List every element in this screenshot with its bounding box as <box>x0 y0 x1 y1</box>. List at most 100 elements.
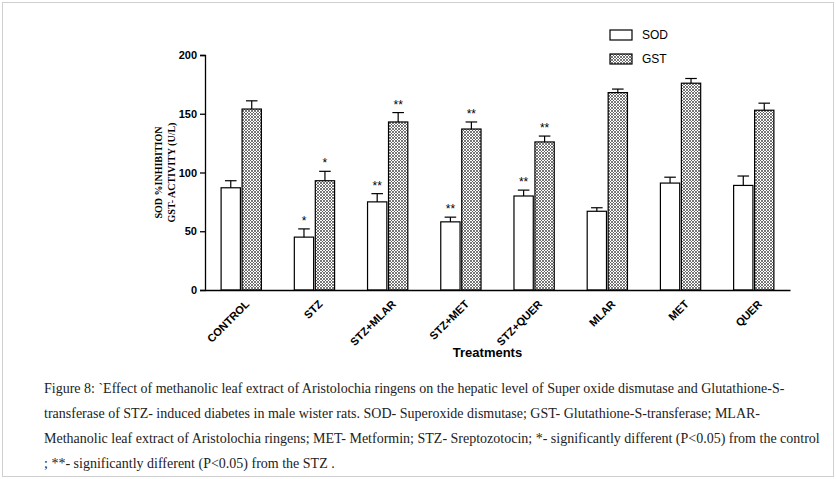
significance-mark: ** <box>373 179 383 193</box>
x-tick: STZ+MET <box>427 290 471 342</box>
x-tick-label: STZ+QUER <box>494 298 544 348</box>
error-bar-stem <box>743 176 744 185</box>
x-tick-label: STZ+MLAR <box>348 298 398 348</box>
significance-mark: * <box>302 214 307 228</box>
bar <box>755 110 774 290</box>
x-tick-label: MET <box>666 298 691 323</box>
bar <box>608 93 627 290</box>
bar <box>315 181 334 290</box>
error-bar-cap <box>664 177 676 178</box>
error-bar <box>319 171 331 180</box>
error-bar <box>225 181 237 188</box>
error-bar-cap <box>685 78 697 79</box>
error-bar <box>371 194 383 202</box>
error-bar-cap <box>612 88 624 89</box>
x-tick: STZ <box>302 290 325 321</box>
error-bar-cap <box>539 135 551 136</box>
error-bar <box>685 79 697 84</box>
error-bar-cap <box>445 217 457 218</box>
error-bar-stem <box>764 103 765 110</box>
error-bar <box>518 190 530 196</box>
error-bar-cap <box>371 193 383 194</box>
y-tick-label: 200 <box>179 49 197 61</box>
significance-mark: ** <box>393 98 403 112</box>
error-bar <box>392 113 404 122</box>
x-tick: MET <box>666 290 691 323</box>
error-bar-cap <box>319 171 331 172</box>
error-bar-cap <box>737 175 749 176</box>
error-bar-cap <box>591 207 603 208</box>
error-bar-stem <box>450 217 451 222</box>
bar <box>734 185 753 290</box>
bar <box>587 211 606 290</box>
bar <box>389 122 408 290</box>
plot-area <box>221 79 774 291</box>
y-axis-line <box>200 56 206 291</box>
error-bar-stem <box>230 181 231 188</box>
bar <box>294 237 313 290</box>
legend-swatch <box>610 30 632 40</box>
y-tick-mark <box>200 290 205 291</box>
error-bar-stem <box>377 194 378 202</box>
y-tick-mark <box>200 114 205 115</box>
significance-mark: ** <box>519 175 529 189</box>
error-bar <box>466 122 478 129</box>
x-axis-line <box>206 290 791 291</box>
error-bar-stem <box>690 79 691 84</box>
y-tick-label: 50 <box>185 225 197 237</box>
legend: SODGST <box>610 28 668 66</box>
error-bar-cap <box>392 112 404 113</box>
error-bar-stem <box>251 101 252 109</box>
x-axis: CONTROL STZ STZ+MLAR STZ+MET STZ+QUER MLAR MET… <box>205 290 791 348</box>
x-tick-label: CONTROL <box>205 298 252 345</box>
y-tick: 0 <box>191 284 205 296</box>
x-tick: STZ+MLAR <box>348 290 398 348</box>
y-axis-title: GST- ACTIVITY (U/L) <box>166 123 178 223</box>
y-tick-mark <box>200 231 205 232</box>
error-bar-stem <box>471 122 472 129</box>
y-axis-title: SOD %INHIBITION <box>153 126 164 219</box>
x-tick-label: MLAR <box>587 298 618 329</box>
legend-label: SOD <box>642 28 668 42</box>
error-bar-cap <box>225 180 237 181</box>
error-bar <box>737 176 749 185</box>
error-bar <box>298 229 310 237</box>
error-bar-stem <box>324 171 325 180</box>
bar <box>535 142 554 290</box>
y-tick-label: 0 <box>191 284 197 296</box>
y-tick: 200 <box>179 49 205 61</box>
error-bar-stem <box>544 136 545 142</box>
error-bar-stem <box>303 229 304 237</box>
bar <box>660 183 679 290</box>
y-tick-label: 150 <box>179 108 197 120</box>
bar <box>221 188 240 290</box>
legend-swatch <box>610 54 632 64</box>
error-bar-cap <box>298 228 310 229</box>
error-bar-cap <box>246 100 258 101</box>
error-bar <box>539 136 551 142</box>
figure-border <box>3 3 834 477</box>
error-bar-stem <box>523 190 524 196</box>
error-bar-stem <box>669 177 670 183</box>
error-bar <box>445 217 457 222</box>
bar <box>681 83 700 290</box>
x-tick: MLAR <box>587 290 618 329</box>
y-tick-label: 100 <box>179 167 197 179</box>
x-tick: STZ+QUER <box>494 290 544 348</box>
error-bar <box>591 208 603 212</box>
bar <box>462 129 481 290</box>
error-bar-stem <box>398 113 399 122</box>
y-tick: 100 <box>179 167 205 179</box>
x-tick-label: STZ <box>302 298 325 321</box>
error-bar-cap <box>466 121 478 122</box>
bar <box>441 222 460 290</box>
caption: Figure 8: `Effect of methanolic leaf ext… <box>44 376 824 476</box>
x-tick-label: STZ+MET <box>427 298 471 342</box>
error-bar <box>246 101 258 109</box>
error-bar-cap <box>758 103 770 104</box>
error-bar <box>664 177 676 183</box>
x-tick: CONTROL <box>205 290 252 345</box>
y-axis: 0 50 100 150 200 <box>179 49 206 296</box>
bar <box>368 202 387 290</box>
bar <box>242 109 261 290</box>
